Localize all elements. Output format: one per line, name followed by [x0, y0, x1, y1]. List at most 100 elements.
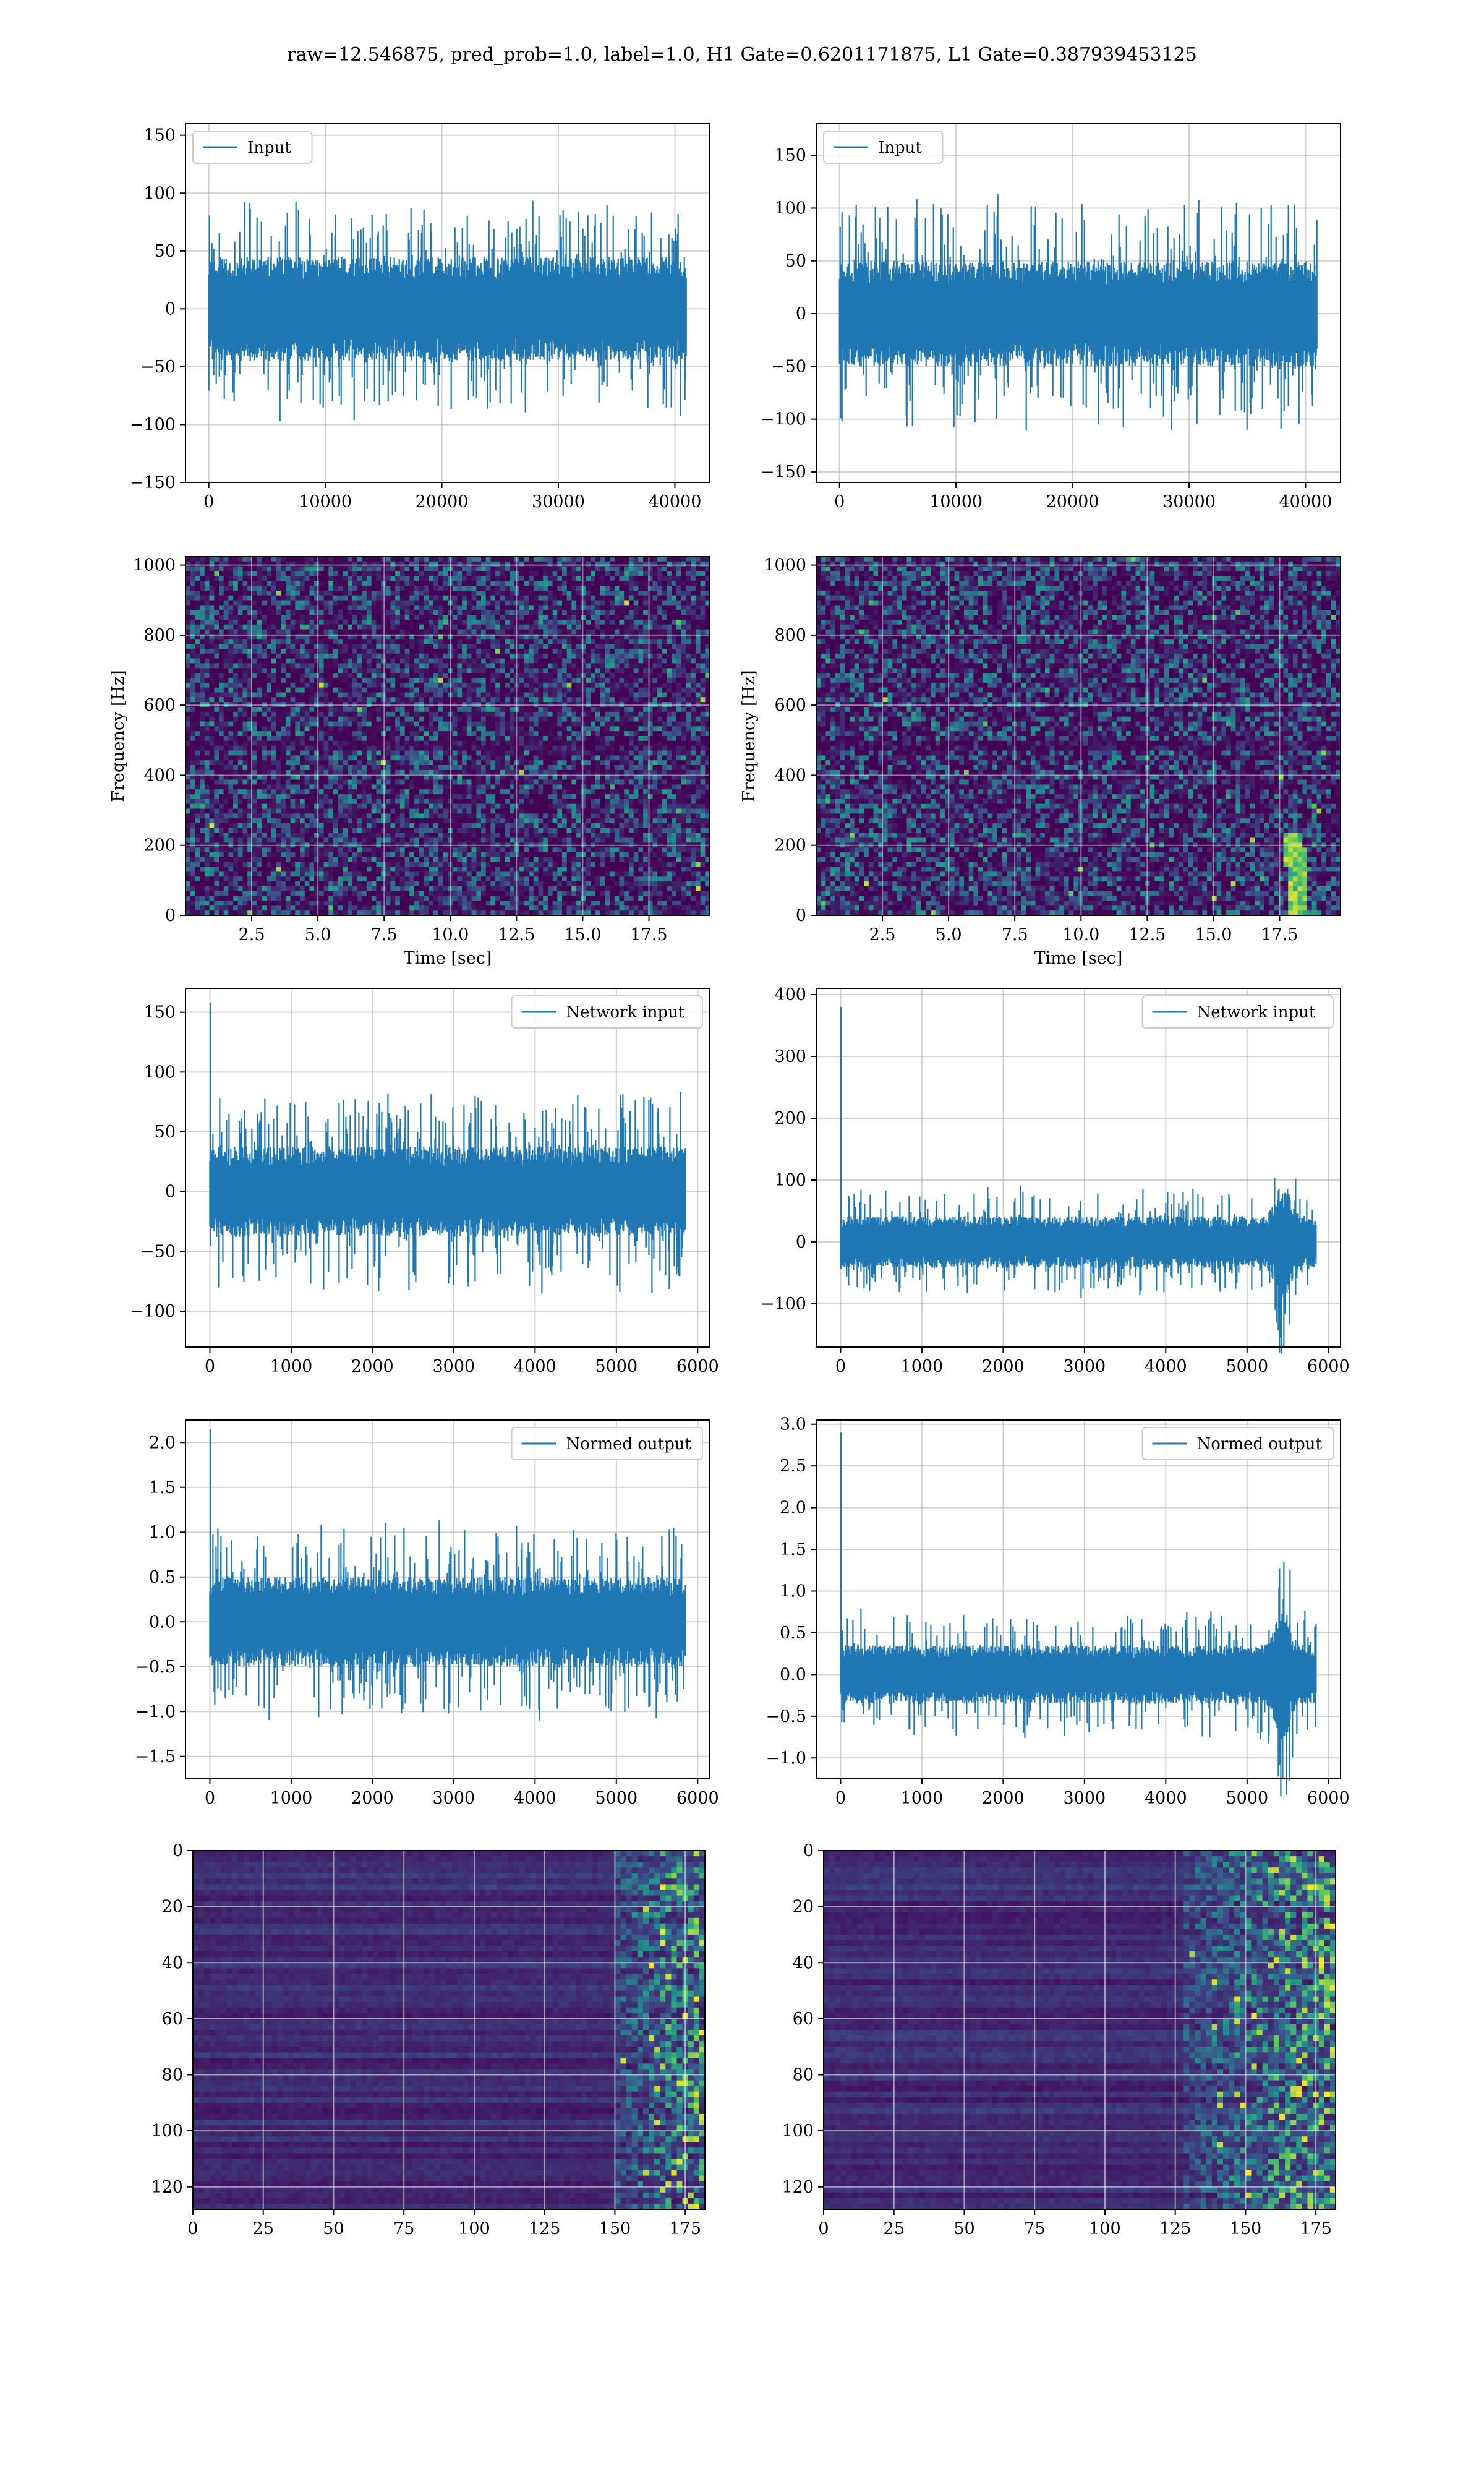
spec-h1-cell — [600, 625, 605, 630]
spec-h1-cell — [295, 663, 300, 668]
spec-h1-cell — [586, 557, 591, 562]
spec-h1-cell — [629, 571, 634, 576]
spec-h1-cell — [395, 605, 400, 610]
spec-h1-cell — [634, 562, 639, 567]
spec-h1-cell — [238, 596, 243, 601]
spec-h1-cell — [438, 736, 443, 741]
spec-h1-cell — [281, 707, 286, 712]
spec-h1-cell — [324, 586, 329, 591]
spec-h1-cell — [305, 688, 310, 693]
spec-h1-cell — [210, 654, 215, 659]
spec-h1-cell — [376, 731, 381, 736]
spec-h1-cell — [309, 576, 314, 581]
spec-h1-cell — [634, 659, 639, 664]
spec-h1-cell — [386, 581, 391, 586]
spec-h1-cell — [524, 630, 529, 635]
spec-h1-cell — [400, 678, 405, 683]
spec-h1-cell — [453, 722, 458, 727]
spec-h1-cell — [219, 596, 224, 601]
spec-h1-cell — [276, 630, 281, 635]
spec-h1-cell — [286, 673, 291, 678]
spec-h1-cell — [462, 717, 467, 722]
spec-h1-cell — [386, 610, 391, 615]
spec-h1-cell — [624, 683, 629, 688]
spec-h1-cell — [495, 649, 500, 654]
spec-h1-cell — [557, 620, 562, 625]
spec-h1-cell — [190, 644, 195, 649]
spec-h1-cell — [338, 722, 343, 727]
spec-h1-cell — [500, 620, 505, 625]
spec-h1-cell — [701, 683, 706, 688]
spec-h1-cell — [333, 567, 338, 571]
spec-h1-cell — [562, 726, 567, 731]
spec-h1-cell — [195, 630, 200, 635]
spec-h1-cell — [286, 601, 291, 606]
spec-h1-cell — [672, 688, 676, 693]
spec-h1-cell — [543, 644, 548, 649]
spec-h1-cell — [662, 610, 667, 615]
spec-h1-cell — [490, 625, 495, 630]
spec-h1-cell — [343, 659, 348, 664]
spec-h1-cell — [224, 586, 229, 591]
spec-h1-cell — [233, 649, 238, 654]
spec-h1-cell — [252, 722, 257, 727]
spec-h1-cell — [524, 722, 529, 727]
spec-h1-cell — [238, 717, 243, 722]
spec-h1-cell — [205, 557, 210, 562]
spec-h1-cell — [510, 601, 514, 606]
spec-h1-cell — [424, 610, 429, 615]
spec-h1-cell — [657, 605, 662, 610]
spec-h1-cell — [343, 601, 348, 606]
spec-h1-cell — [510, 567, 514, 571]
spec-h1-cell — [510, 557, 514, 562]
spec-h1-cell — [505, 736, 510, 741]
spec-h1-cell — [210, 731, 215, 736]
spec-h1-cell — [291, 576, 296, 581]
spec-h1-cell — [328, 726, 333, 731]
spec-h1-cell — [438, 649, 443, 654]
spec-h1-cell — [691, 644, 696, 649]
spec-h1-cell — [400, 615, 405, 620]
spec-h1-cell — [386, 601, 391, 606]
spec-h1-cell — [567, 736, 572, 741]
spec-h1-cell — [571, 722, 576, 727]
spec-h1-cell — [634, 581, 639, 586]
spec-h1-cell — [638, 654, 643, 659]
spec-h1-cell — [524, 562, 529, 567]
spec-h1-cell — [576, 586, 581, 591]
spec-h1-cell — [333, 571, 338, 576]
spec-h1-cell — [429, 630, 433, 635]
spec-h1-cell — [210, 620, 215, 625]
spec-h1-cell — [595, 659, 600, 664]
spec-h1-cell — [372, 722, 377, 727]
spec-h1-cell — [443, 591, 448, 596]
spec-h1-cell — [309, 663, 314, 668]
spec-h1-cell — [638, 707, 643, 712]
spec-h1-cell — [291, 663, 296, 668]
spec-h1-cell — [186, 591, 190, 596]
spec-h1-cell — [314, 663, 319, 668]
spec-h1-cell — [591, 688, 595, 693]
spec-h1-cell — [457, 726, 462, 731]
spec-h1-cell — [686, 596, 691, 601]
spec-h1-cell — [438, 707, 443, 712]
spec-h1-cell — [557, 688, 562, 693]
spec-h1-cell — [328, 630, 333, 635]
spec-h1-cell — [486, 576, 491, 581]
spec-h1-cell — [205, 736, 210, 741]
spec-h1-cell — [681, 659, 686, 664]
spec-h1-cell — [615, 562, 620, 567]
spec-h1-cell — [328, 673, 333, 678]
spec-h1-cell — [519, 654, 524, 659]
spec-h1-cell — [657, 567, 662, 571]
spec-h1-cell — [557, 586, 562, 591]
spec-h1-cell — [395, 678, 400, 683]
spec-h1-cell — [200, 586, 205, 591]
spec-h1-cell — [519, 567, 524, 571]
spec-h1-cell — [252, 683, 257, 688]
spec-h1-cell — [200, 654, 205, 659]
spec-h1-cell — [357, 678, 362, 683]
spec-h1-cell — [529, 654, 534, 659]
spec-h1-cell — [186, 673, 190, 678]
spec-h1-cell — [701, 586, 706, 591]
